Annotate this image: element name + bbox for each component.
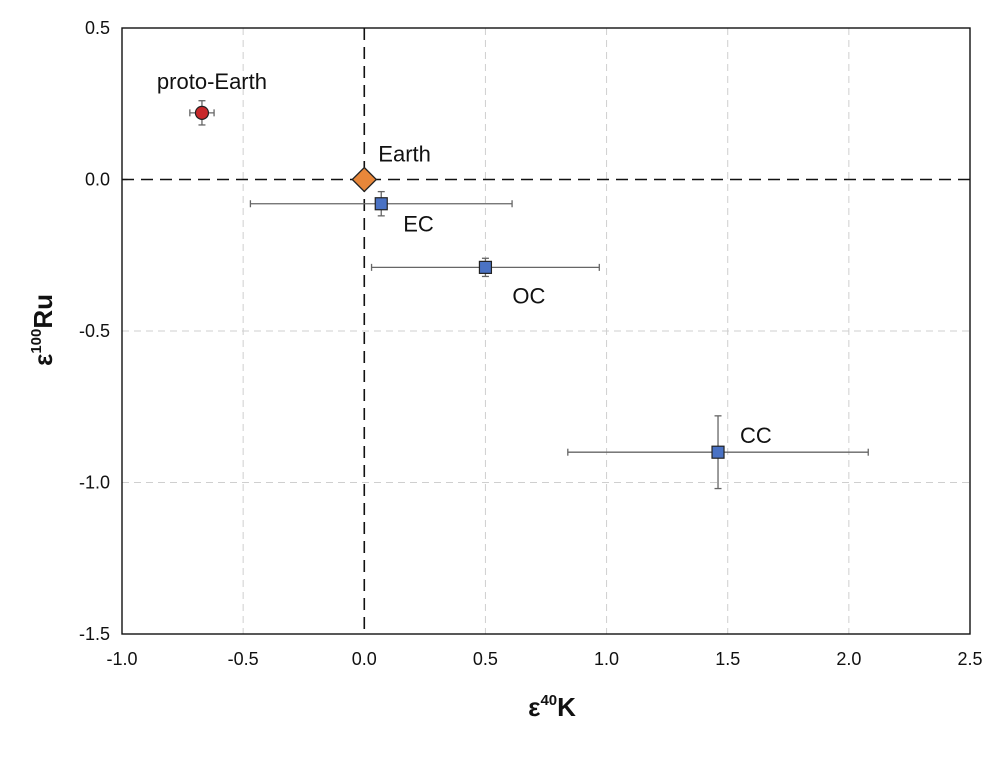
- point-label: EC: [403, 212, 434, 237]
- point-label: OC: [512, 283, 545, 308]
- point-proto-earth: proto-Earth: [157, 69, 267, 126]
- y-tick-label: -1.0: [79, 473, 110, 493]
- point-oc: OC: [370, 257, 600, 308]
- y-tick-label: 0.0: [85, 170, 110, 190]
- point-label: Earth: [378, 142, 431, 167]
- x-tick-labels: -1.0 -0.5 0.0 0.5 1.0 1.5 2.0 2.5: [106, 649, 982, 669]
- reference-lines: [122, 28, 970, 634]
- point-ec: EC: [249, 190, 513, 237]
- x-tick-label: 1.5: [715, 649, 740, 669]
- circle-marker: [194, 105, 210, 120]
- square-marker: [711, 445, 725, 459]
- plot-frame: [121, 27, 971, 635]
- grid-lines: [122, 28, 970, 634]
- x-tick-label: 0.0: [352, 649, 377, 669]
- x-tick-label: -1.0: [106, 649, 137, 669]
- y-tick-labels: 0.5 0.0 -0.5 -1.0 -1.5: [79, 18, 110, 644]
- square-marker: [374, 197, 388, 211]
- y-tick-label: 0.5: [85, 18, 110, 38]
- point-label: CC: [740, 423, 772, 448]
- diamond-marker: [351, 166, 378, 193]
- point-earth: Earth: [351, 142, 431, 193]
- y-tick-label: -1.5: [79, 624, 110, 644]
- point-label: proto-Earth: [157, 69, 267, 94]
- x-tick-label: 2.0: [836, 649, 861, 669]
- point-cc: CC: [567, 415, 869, 490]
- y-tick-label: -0.5: [79, 321, 110, 341]
- x-axis-title: ε40K: [528, 692, 576, 722]
- x-tick-label: 2.5: [957, 649, 982, 669]
- x-tick-label: 1.0: [594, 649, 619, 669]
- y-axis-title: ε100Ru: [28, 294, 58, 366]
- x-tick-label: -0.5: [228, 649, 259, 669]
- x-tick-label: 0.5: [473, 649, 498, 669]
- data-points: proto-Earth Earth EC OC CC: [157, 69, 869, 490]
- square-marker: [478, 260, 493, 274]
